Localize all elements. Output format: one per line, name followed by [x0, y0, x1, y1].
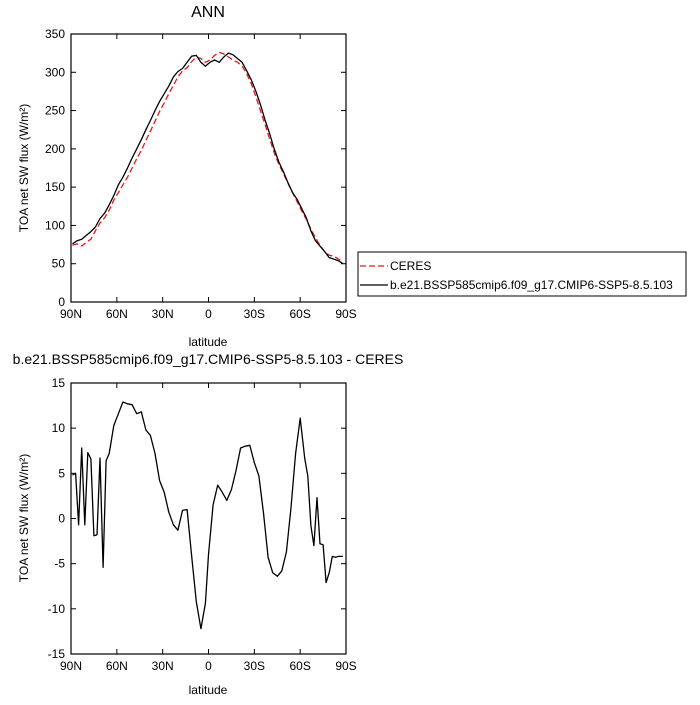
legend-ceres-label: CERES — [390, 259, 431, 273]
bottom-y-tick-label: 5 — [58, 466, 65, 480]
bottom-x-tick-label: 60S — [289, 659, 310, 673]
top-y-tick-label: 250 — [45, 104, 65, 118]
top-x-tick-label: 60S — [289, 307, 310, 321]
top-y-tick-label: 300 — [45, 65, 65, 79]
top-y-axis-label: TOA net SW flux (W/m²) — [17, 104, 31, 232]
top-x-tick-label: 90N — [60, 307, 82, 321]
top-y-tick-label: 0 — [58, 295, 65, 309]
top-x-tick-label: 90S — [335, 307, 356, 321]
top-x-tick-label: 60N — [106, 307, 128, 321]
bottom-y-tick-label: -10 — [48, 602, 66, 616]
bottom-x-tick-label: 90N — [60, 659, 82, 673]
top-panel: ANN 0 50 100 150 200 250 300 350 90N 60N 30N 0 30S 60… — [17, 4, 357, 349]
bottom-x-tick-label: 90S — [335, 659, 356, 673]
bottom-x-axis-label: latitude — [189, 683, 228, 697]
top-series-layer — [72, 51, 344, 265]
bottom-plot-frame — [70, 382, 347, 655]
difference-series-line — [72, 401, 343, 630]
bottom-tick-layer: -15 -10 -5 0 5 10 15 90N 60N 30N 0 30S 60S 90S — [48, 376, 357, 673]
top-x-tick-label: 0 — [205, 307, 212, 321]
legend-box — [357, 251, 687, 297]
top-plot-frame — [70, 33, 347, 303]
bottom-panel: b.e21.BSSP585cmip6.f09_g17.CMIP6-SSP5-8.… — [13, 351, 404, 697]
top-x-axis-label: latitude — [189, 335, 228, 349]
bottom-y-tick-label: -5 — [54, 557, 65, 571]
top-y-tick-label: 100 — [45, 218, 65, 232]
top-y-tick-label: 50 — [52, 257, 66, 271]
legend-model-label: b.e21.BSSP585cmip6.f09_g17.CMIP6-SSP5-8.… — [390, 278, 673, 292]
legend: CERES b.e21.BSSP585cmip6.f09_g17.CMIP6-S… — [357, 251, 687, 297]
model-series-line — [72, 52, 344, 265]
ceres-series-line — [72, 51, 344, 262]
bottom-y-tick-label: 0 — [58, 512, 65, 526]
top-x-tick-label: 30S — [244, 307, 265, 321]
top-x-tick-label: 30N — [152, 307, 174, 321]
bottom-x-tick-label: 0 — [205, 659, 212, 673]
top-y-tick-label: 150 — [45, 180, 65, 194]
bottom-series-layer — [72, 401, 343, 630]
top-y-tick-label: 200 — [45, 142, 65, 156]
top-chart-title: ANN — [191, 4, 225, 21]
top-tick-layer: 0 50 100 150 200 250 300 350 90N 60N 30N 0 30S 60S 90S — [45, 27, 357, 321]
bottom-x-tick-label: 30S — [244, 659, 265, 673]
bottom-y-tick-label: 15 — [52, 376, 66, 390]
bottom-y-axis-label: TOA net SW flux (W/m²) — [17, 454, 31, 582]
bottom-y-tick-label: -15 — [48, 647, 66, 661]
bottom-chart-title: b.e21.BSSP585cmip6.f09_g17.CMIP6-SSP5-8.… — [13, 351, 404, 367]
bottom-x-tick-label: 30N — [152, 659, 174, 673]
bottom-x-tick-label: 60N — [106, 659, 128, 673]
top-y-tick-label: 350 — [45, 27, 65, 41]
bottom-y-tick-label: 10 — [52, 421, 66, 435]
